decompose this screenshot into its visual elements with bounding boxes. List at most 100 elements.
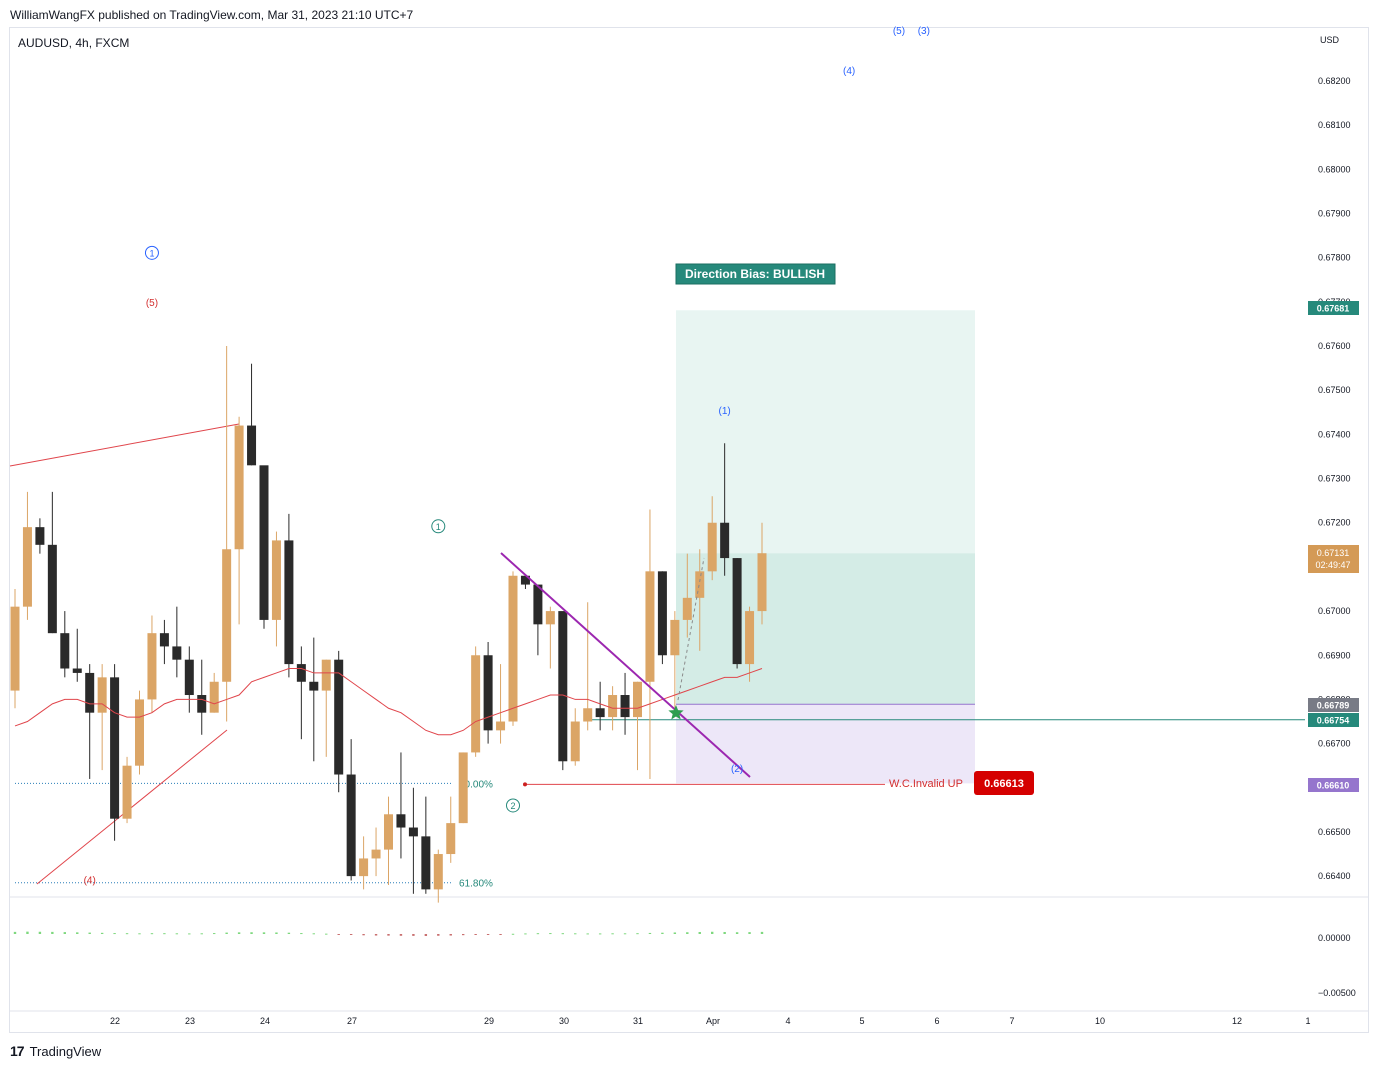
wave-label: (3) — [918, 26, 930, 37]
candle-body — [309, 681, 319, 691]
oscillator-bar — [711, 931, 714, 934]
channel-lower-line — [36, 729, 228, 885]
target-price: 0.67681 — [1317, 304, 1350, 314]
oscillator-bar — [63, 932, 66, 934]
oscillator-bar — [38, 931, 42, 934]
candle-body — [247, 425, 257, 466]
oscillator-bar — [374, 934, 378, 936]
invalid-axis-price-badge — [1308, 778, 1359, 792]
invalid-axis-price: 0.66610 — [1317, 781, 1350, 791]
oscillator-bar — [524, 933, 527, 935]
footer-brand[interactable]: 17 TradingView — [10, 1043, 101, 1059]
fib-level-label: 50.00% — [459, 779, 493, 790]
candle-body — [496, 721, 506, 731]
oscillator-bar — [661, 932, 664, 934]
target-zone-upper — [676, 310, 975, 554]
oscillator-bar — [748, 932, 751, 934]
y-tick-label: 0.66900 — [1318, 650, 1351, 660]
candle-body — [608, 695, 618, 718]
x-tick-label: 24 — [260, 1016, 270, 1026]
candle-body — [172, 646, 182, 660]
oscillator-bar — [51, 931, 54, 934]
candle-body — [633, 681, 642, 718]
currency-label: USD — [1320, 35, 1340, 45]
oscillator-bar — [250, 932, 253, 934]
candle-body — [446, 823, 456, 855]
candle-body — [707, 522, 717, 572]
oscillator-bar — [536, 933, 540, 935]
trendline — [500, 552, 751, 778]
x-tick-label: 6 — [934, 1016, 939, 1026]
y-tick-label: 0.66700 — [1318, 739, 1351, 749]
candle-body — [234, 425, 244, 550]
candle-body — [620, 695, 630, 718]
tradingview-logo-icon: 17 — [10, 1043, 25, 1059]
oscillator-bar — [586, 933, 589, 935]
x-tick-label: 1 — [1305, 1016, 1310, 1026]
x-tick-label: 4 — [785, 1016, 790, 1026]
candle-body — [408, 827, 418, 837]
oscillator-bar — [399, 934, 403, 936]
x-tick-label: 22 — [110, 1016, 120, 1026]
y-tick-label: 0.67900 — [1318, 209, 1351, 219]
oscillator-bar — [275, 932, 278, 934]
candle-body — [321, 659, 331, 691]
oscillator-bar — [636, 933, 639, 935]
entry-price: 0.66754 — [1317, 716, 1350, 726]
oscillator-bar — [150, 933, 154, 935]
x-tick-label: 27 — [347, 1016, 357, 1026]
oscillator-bar — [686, 932, 689, 934]
y-tick-label: 0.66500 — [1318, 827, 1351, 837]
candle-body — [433, 854, 443, 890]
wave-label-circle — [431, 519, 446, 534]
oscillator-bar — [462, 934, 465, 936]
candle-body — [396, 814, 406, 828]
x-tick-label: 23 — [185, 1016, 195, 1026]
candle-body — [545, 611, 555, 625]
candle-body — [284, 540, 294, 665]
candle-body — [22, 527, 32, 607]
candle-body — [334, 659, 344, 775]
oscillator-bar — [549, 933, 552, 935]
target-price-badge — [1308, 301, 1359, 315]
price-countdown: 02:49:47 — [1315, 560, 1350, 570]
invalid-text: W.C.Invalid UP — [889, 778, 963, 790]
oscillator-bar — [188, 933, 191, 935]
candle-body — [595, 708, 605, 718]
invalid-price-badge — [974, 771, 1034, 795]
candle-body — [346, 774, 356, 877]
oscillator-bar — [225, 932, 228, 934]
oscillator-bar — [300, 933, 303, 935]
candle-body — [745, 611, 755, 665]
oscillator-bar — [574, 933, 577, 935]
oscillator-bar — [325, 933, 328, 935]
candle-body — [359, 858, 369, 877]
candle-body — [35, 527, 45, 545]
x-tick-label: 7 — [1009, 1016, 1014, 1026]
y-tick-label: 0.67500 — [1318, 385, 1351, 395]
candle-body — [757, 553, 767, 612]
y-tick-label: 0.68000 — [1318, 164, 1351, 174]
oscillator-bar — [499, 934, 502, 935]
candle-body — [147, 633, 157, 700]
wave-label: (2) — [731, 764, 743, 775]
candle-body — [371, 849, 381, 859]
oscillator-bar — [13, 931, 17, 934]
oscillator-bar — [237, 932, 241, 934]
direction-bias-text: Direction Bias: BULLISH — [685, 267, 825, 281]
oscillator-bar — [287, 932, 291, 934]
oscillator-bar — [337, 934, 340, 935]
candle-body — [471, 655, 481, 753]
candle-body — [184, 659, 194, 696]
oscillator-bar — [424, 934, 428, 937]
y-tick-label: 0.67300 — [1318, 474, 1351, 484]
oscillator-bar — [474, 934, 477, 935]
direction-bias-badge — [675, 263, 836, 285]
candle-body — [682, 597, 692, 620]
projection-path — [677, 557, 705, 701]
candle-body — [85, 672, 95, 713]
invalid-level-point — [523, 782, 527, 787]
y-tick-label: 0.67200 — [1318, 518, 1351, 528]
candle-body — [222, 549, 232, 682]
